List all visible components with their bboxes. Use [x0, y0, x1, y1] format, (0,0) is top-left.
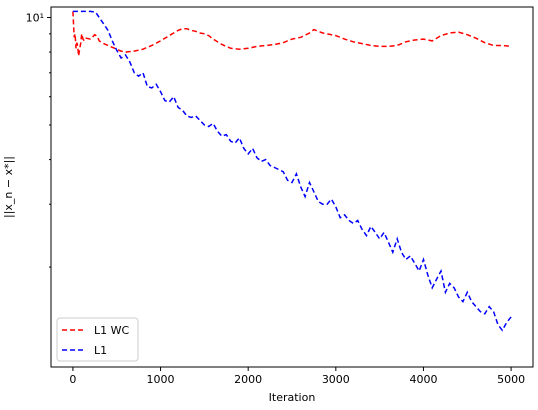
- legend-box: [56, 317, 139, 362]
- x-tick-label: 0: [69, 373, 76, 386]
- legend: L1 WC L1: [56, 317, 139, 362]
- x-axis-ticks: 0 1000 2000 3000 4000 5000: [69, 367, 525, 386]
- x-tick-label: 3000: [322, 373, 350, 386]
- plot-frame: [50, 6, 534, 368]
- y-tick-label: 10¹: [26, 11, 44, 24]
- series-layer: [72, 10, 512, 332]
- series-line-l1-wc: [72, 11, 512, 57]
- series-line-l1: [72, 10, 512, 332]
- x-tick-label: 2000: [234, 373, 262, 386]
- x-tick-label: 4000: [409, 373, 437, 386]
- x-tick-label: 1000: [147, 373, 175, 386]
- legend-label-l1-wc: L1 WC: [94, 324, 130, 337]
- x-tick-label: 5000: [497, 373, 525, 386]
- legend-label-l1: L1: [94, 344, 107, 357]
- y-axis-ticks: 10¹: [26, 11, 51, 268]
- y-axis-label: ||x_n − x*||: [2, 156, 15, 218]
- x-axis-label: Iteration: [269, 391, 316, 404]
